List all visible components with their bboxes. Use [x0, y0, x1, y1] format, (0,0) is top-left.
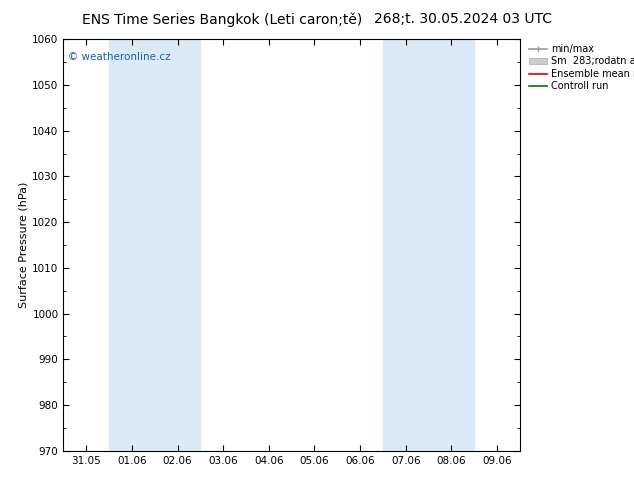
Text: ENS Time Series Bangkok (Leti caron;tě): ENS Time Series Bangkok (Leti caron;tě): [82, 12, 362, 27]
Bar: [383, 39, 474, 451]
Text: 268;t. 30.05.2024 03 UTC: 268;t. 30.05.2024 03 UTC: [374, 12, 552, 26]
Y-axis label: Surface Pressure (hPa): Surface Pressure (hPa): [18, 182, 28, 308]
Legend: min/max, Sm  283;rodatn acute; odchylka, Ensemble mean run, Controll run: min/max, Sm 283;rodatn acute; odchylka, …: [529, 44, 634, 91]
Bar: [109, 39, 200, 451]
Text: © weatheronline.cz: © weatheronline.cz: [68, 51, 171, 62]
